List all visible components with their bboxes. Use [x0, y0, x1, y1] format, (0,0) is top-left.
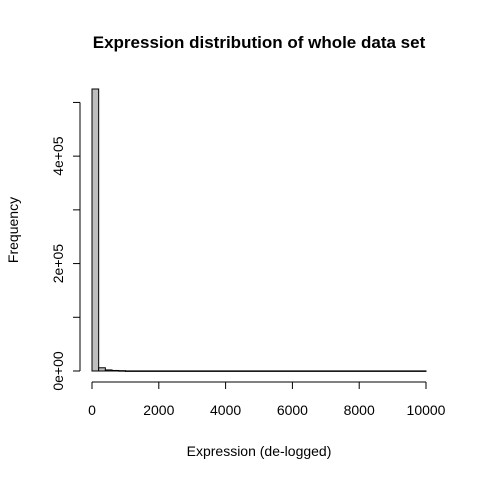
- x-tick-label-4: 8000: [344, 402, 375, 418]
- x-tick-label-5: 10000: [407, 402, 446, 418]
- x-axis: 0 2000 4000 6000 8000 10000: [88, 381, 446, 418]
- x-tick-label-1: 2000: [143, 402, 174, 418]
- bars-group: [91, 88, 427, 372]
- y-tick-label-0: 0e+00: [50, 351, 66, 391]
- x-axis-label: Expression (de-logged): [187, 443, 332, 459]
- histogram-bar-3: [111, 369, 120, 372]
- histogram-bar-2: [104, 369, 113, 372]
- y-axis-label: Frequency: [5, 197, 21, 263]
- y-tick-label-2: 2e+05: [50, 244, 66, 284]
- y-tick-label-4: 4e+05: [50, 136, 66, 176]
- histogram-bar-5: [124, 370, 427, 372]
- histogram-bar-1: [98, 367, 106, 372]
- x-tick-label-2: 4000: [210, 402, 241, 418]
- chart-title: Expression distribution of whole data se…: [93, 33, 426, 52]
- histogram-bar-0: [91, 88, 100, 372]
- y-axis: 0e+00 2e+05 4e+05: [50, 101, 81, 391]
- x-tick-label-0: 0: [88, 402, 96, 418]
- x-tick-label-3: 6000: [277, 402, 308, 418]
- histogram-bar-4: [118, 370, 126, 372]
